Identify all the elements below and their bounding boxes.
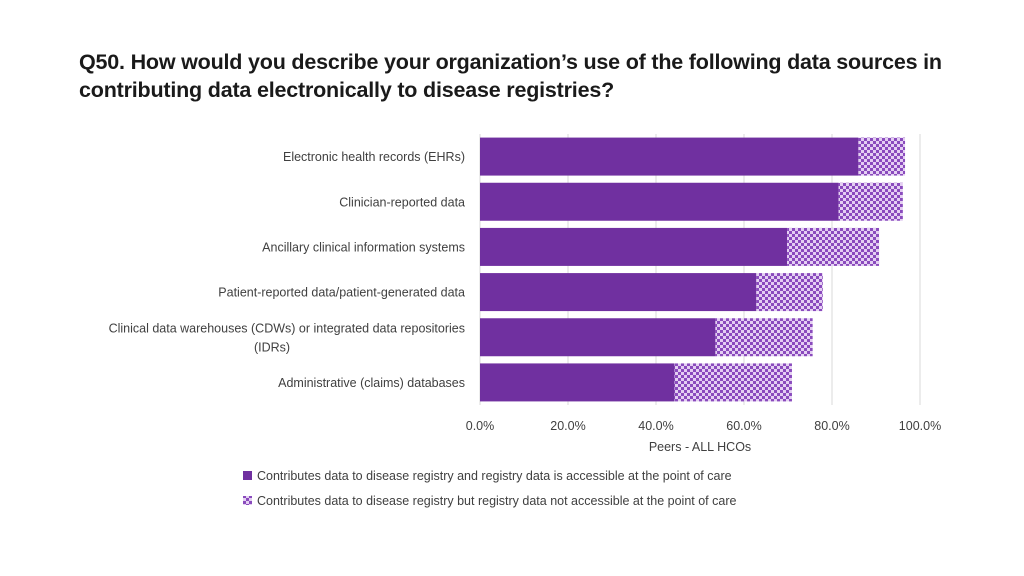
bar-series2-row4 xyxy=(756,273,823,312)
bar-series2-row3 xyxy=(787,227,880,266)
x-tick-label-2: 40.0% xyxy=(638,419,673,433)
x-tick-labels: 0.0% 20.0% 40.0% 60.0% 80.0% 100.0% xyxy=(466,419,941,433)
bar-series2-row5 xyxy=(715,318,813,357)
bar-series2-row2 xyxy=(838,182,903,221)
legend-label-1: Contributes data to disease registry and… xyxy=(257,469,732,483)
bar-series1-row3 xyxy=(480,227,788,266)
bar-series1-row1 xyxy=(480,137,859,176)
x-tick-label-3: 60.0% xyxy=(726,419,761,433)
legend-swatch-2 xyxy=(243,496,252,505)
bar-series2-row1 xyxy=(858,137,906,176)
category-label-5-line2: (IDRs) xyxy=(254,340,290,354)
bars xyxy=(480,137,906,402)
category-labels: Electronic health records (EHRs) Clinicia… xyxy=(109,150,465,390)
bar-series1-row4 xyxy=(480,273,757,312)
x-tick-label-1: 20.0% xyxy=(550,419,585,433)
bar-series1-row2 xyxy=(480,182,839,221)
legend: Contributes data to disease registry and… xyxy=(243,469,736,508)
x-tick-label-5: 100.0% xyxy=(899,419,941,433)
category-label-1: Electronic health records (EHRs) xyxy=(283,150,465,164)
bar-series1-row5 xyxy=(480,318,716,357)
chart-title: Q50. How would you describe your organiz… xyxy=(79,50,942,102)
category-label-6: Administrative (claims) databases xyxy=(278,376,465,390)
legend-swatch-1 xyxy=(243,471,252,480)
bar-series2-row6 xyxy=(674,363,792,402)
gridlines xyxy=(479,134,921,405)
category-label-3: Ancillary clinical information systems xyxy=(262,240,465,254)
category-label-4: Patient-reported data/patient-generated … xyxy=(218,286,465,300)
category-label-5-line1: Clinical data warehouses (CDWs) or integ… xyxy=(109,321,465,335)
x-tick-label-4: 80.0% xyxy=(814,419,849,433)
category-label-2: Clinician-reported data xyxy=(339,195,465,209)
legend-label-2: Contributes data to disease registry but… xyxy=(257,494,736,508)
bar-series1-row6 xyxy=(480,363,675,402)
x-axis-title: Peers - ALL HCOs xyxy=(649,440,751,454)
x-tick-label-0: 0.0% xyxy=(466,419,495,433)
